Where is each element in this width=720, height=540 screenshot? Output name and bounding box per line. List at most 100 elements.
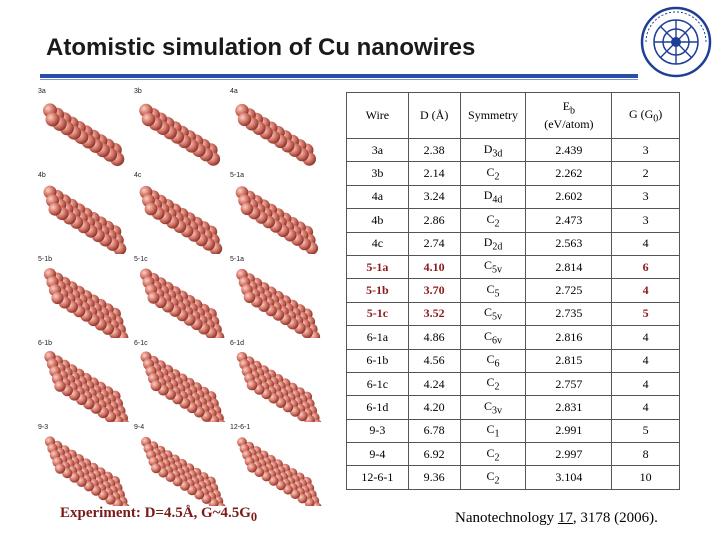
table-row: 12-6-1 9.36 C2 3.104 10 — [346, 465, 680, 490]
cell-diameter: 6.78 — [407, 418, 461, 444]
header-g-close: ) — [658, 106, 663, 121]
nanowire-image-label: 3b — [134, 88, 142, 95]
atom-sphere — [254, 467, 265, 477]
cell-symmetry: C3v — [459, 395, 527, 420]
university-seal-icon — [640, 6, 712, 78]
atom-sphere — [151, 463, 161, 474]
atom-sphere — [172, 476, 183, 487]
nanowire-image: 12-6-1 — [228, 424, 328, 508]
symmetry-subscript: 2 — [494, 451, 500, 463]
cell-diameter: 4.56 — [407, 348, 461, 373]
symmetry-group: C — [486, 375, 495, 390]
atom-chain-illustration — [44, 351, 130, 422]
cell-binding-energy: 2.262 — [525, 161, 613, 186]
atom-chain-illustration — [44, 436, 130, 506]
cell-wire: 5-1b — [346, 278, 409, 303]
cell-conductance: 8 — [611, 442, 680, 467]
symmetry-group: C — [486, 164, 495, 179]
table-row: 6-1c 4.24 C2 2.757 4 — [346, 371, 680, 397]
cell-binding-energy: 2.757 — [525, 371, 613, 397]
symmetry-group: C — [486, 468, 495, 483]
atom-sphere — [150, 380, 162, 392]
table-header-row: Wire D (Å) Symmetry Eb (eV/atom) G (G0) — [346, 92, 680, 139]
atom-sphere — [54, 463, 66, 474]
nanowire-image: 6-1d — [228, 340, 328, 424]
atom-chain-illustration — [236, 352, 322, 422]
atom-chain-illustration — [140, 268, 225, 338]
cell-diameter: 4.24 — [407, 371, 461, 397]
atom-sphere — [54, 380, 66, 392]
cell-binding-energy: 2.815 — [525, 348, 613, 373]
atom-chain-illustration — [236, 268, 321, 338]
cell-diameter: 3.52 — [407, 301, 461, 327]
atom-sphere — [275, 480, 286, 491]
nanowire-image: 9-3 — [36, 424, 136, 508]
symmetry-subscript: 6v — [492, 335, 503, 347]
nanowire-structure-images: 3a 3b 4a 4b 4c 5-1a 5-1b 5-1c 5-1a 6-1b 6-1c 6-1d 9-… — [36, 88, 346, 506]
atom-chain-illustration — [237, 437, 322, 506]
atom-sphere — [240, 202, 254, 216]
cell-conductance: 4 — [611, 348, 680, 373]
nanowire-image-label: 5-1a — [230, 256, 245, 263]
cell-binding-energy: 2.814 — [525, 254, 613, 280]
cell-binding-energy: 2.735 — [525, 301, 613, 327]
header-wire: Wire — [346, 92, 409, 139]
cell-wire: 4c — [346, 231, 409, 256]
cell-diameter: 6.92 — [407, 442, 461, 467]
atom-sphere — [179, 480, 190, 491]
cell-wire: 12-6-1 — [346, 465, 409, 490]
nanowire-image-label: 5-1a — [230, 172, 245, 179]
table-row: 5-1a 4.10 C5v 2.814 6 — [346, 254, 680, 280]
symmetry-subscript: 1 — [494, 428, 500, 440]
atom-chain-illustration — [43, 268, 129, 338]
nanowire-image: 9-4 — [132, 424, 232, 508]
atom-sphere — [247, 462, 257, 473]
atom-sphere — [48, 202, 62, 216]
atom-sphere — [304, 498, 315, 506]
symmetry-subscript: 3d — [492, 147, 503, 159]
header-g-label: G (G — [628, 106, 654, 121]
atom-sphere — [268, 476, 279, 486]
cell-conductance: 4 — [611, 371, 680, 397]
cell-conductance: 3 — [611, 208, 680, 233]
header-binding-energy: Eb (eV/atom) — [525, 92, 613, 139]
nanowire-image: 5-1a — [228, 172, 328, 256]
cell-binding-energy: 2.725 — [525, 278, 613, 303]
symmetry-group: C — [486, 422, 495, 437]
cell-diameter: 4.20 — [407, 395, 461, 420]
symmetry-subscript: 4d — [492, 194, 503, 206]
atom-sphere — [243, 291, 256, 304]
cell-conductance: 4 — [611, 231, 680, 256]
atom-sphere — [283, 484, 293, 495]
nanowire-image-label: 6-1d — [230, 340, 245, 347]
symmetry-subscript: 2 — [494, 171, 500, 183]
nanowire-image: 5-1b — [36, 256, 136, 340]
cell-wire: 5-1a — [346, 254, 409, 280]
cell-symmetry: D2d — [459, 231, 527, 256]
citation-journal: Nanotechnology — [455, 510, 558, 526]
cell-symmetry: C2 — [459, 442, 527, 467]
atom-chain-illustration — [140, 351, 226, 422]
cell-conductance: 3 — [611, 137, 680, 163]
atom-sphere — [141, 112, 156, 127]
atom-chain-illustration — [43, 103, 125, 167]
symmetry-group: C — [486, 211, 495, 226]
atom-chain-illustration — [141, 436, 226, 506]
cell-diameter: 2.74 — [407, 231, 461, 256]
nanowire-image-label: 4a — [230, 88, 238, 95]
citation-volume: 17 — [557, 510, 573, 526]
symmetry-group: D — [483, 235, 493, 250]
atom-sphere — [261, 471, 272, 482]
atom-sphere — [158, 467, 169, 478]
symmetry-subscript: 2 — [494, 475, 500, 487]
cell-conductance: 5 — [611, 301, 680, 327]
cell-binding-energy: 2.997 — [525, 442, 613, 467]
header-eb-subscript: b — [570, 105, 576, 117]
experiment-subscript: 0 — [250, 510, 258, 524]
cell-diameter: 2.86 — [407, 208, 461, 233]
symmetry-subscript: 5 — [494, 288, 500, 300]
cell-conductance: 6 — [611, 254, 680, 280]
symmetry-subscript: 2d — [492, 241, 503, 253]
experiment-text: Experiment: D=4.5Å, G~4.5G — [60, 505, 251, 521]
symmetry-group: C — [484, 398, 493, 413]
